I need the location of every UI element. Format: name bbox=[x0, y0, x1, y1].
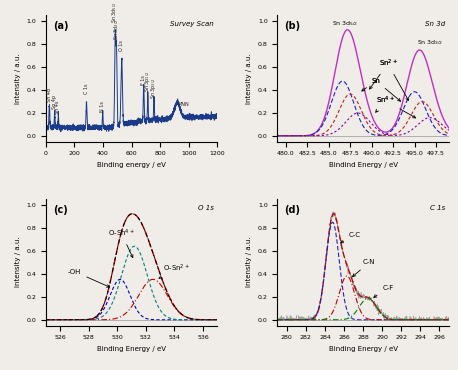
Text: C-N: C-N bbox=[353, 259, 376, 277]
Text: (b): (b) bbox=[284, 21, 300, 31]
X-axis label: Bindind Energy / eV: Bindind Energy / eV bbox=[328, 162, 398, 168]
Text: Sn 3d$_{3/2}$: Sn 3d$_{3/2}$ bbox=[113, 19, 120, 40]
Text: Sn 3p$_{3/2}$: Sn 3p$_{3/2}$ bbox=[150, 78, 158, 99]
X-axis label: Binding energy / eV: Binding energy / eV bbox=[97, 162, 166, 168]
Y-axis label: Intensity / a.u.: Intensity / a.u. bbox=[246, 237, 252, 287]
Text: Sn 3d$_{5/2}$: Sn 3d$_{5/2}$ bbox=[111, 2, 120, 23]
Text: (d): (d) bbox=[284, 205, 300, 215]
Text: Sn 3p$_{1/2}$: Sn 3p$_{1/2}$ bbox=[144, 71, 152, 92]
Text: Sn 3d$_{5/2}$: Sn 3d$_{5/2}$ bbox=[332, 20, 358, 28]
Text: Survey Scan: Survey Scan bbox=[170, 21, 214, 27]
Text: MNN: MNN bbox=[177, 102, 189, 107]
Text: Sn$^{4+}$: Sn$^{4+}$ bbox=[376, 95, 415, 118]
Text: O-Sn$^{2+}$: O-Sn$^{2+}$ bbox=[159, 263, 190, 278]
Text: (c): (c) bbox=[53, 205, 67, 215]
Text: C-F: C-F bbox=[374, 285, 393, 297]
Text: (a): (a) bbox=[53, 21, 68, 31]
Text: Sn$^{4+}$: Sn$^{4+}$ bbox=[376, 95, 395, 112]
Text: C 1s: C 1s bbox=[84, 84, 89, 94]
Y-axis label: Intensity / a.u.: Intensity / a.u. bbox=[15, 237, 21, 287]
Text: C 1s: C 1s bbox=[430, 205, 446, 211]
Text: O 1s: O 1s bbox=[119, 40, 124, 51]
Text: Sn 4d: Sn 4d bbox=[47, 88, 52, 102]
Y-axis label: Intensity / a.u.: Intensity / a.u. bbox=[246, 53, 252, 104]
X-axis label: Binding Energy / eV: Binding Energy / eV bbox=[328, 346, 398, 352]
Text: Sn$^{2+}$: Sn$^{2+}$ bbox=[378, 58, 409, 100]
Text: F 1s: F 1s bbox=[141, 75, 146, 85]
Text: O 1s: O 1s bbox=[198, 205, 214, 211]
Text: Sn 3d$_{3/2}$: Sn 3d$_{3/2}$ bbox=[417, 38, 443, 47]
Text: Sn: Sn bbox=[371, 78, 401, 101]
X-axis label: Binding Energy / eV: Binding Energy / eV bbox=[97, 346, 166, 352]
Text: Sn$^{2+}$: Sn$^{2+}$ bbox=[370, 58, 397, 89]
Text: C-C: C-C bbox=[341, 232, 361, 243]
Text: Sn 4s: Sn 4s bbox=[55, 101, 60, 114]
Y-axis label: Intensity / a.u.: Intensity / a.u. bbox=[15, 53, 21, 104]
Text: Sn 3d: Sn 3d bbox=[425, 21, 446, 27]
Text: N 1s: N 1s bbox=[100, 101, 105, 112]
Text: -OH: -OH bbox=[68, 269, 109, 287]
Text: Sn: Sn bbox=[362, 78, 381, 91]
Text: O-Sn$^{4+}$: O-Sn$^{4+}$ bbox=[108, 228, 135, 258]
Text: Sn 4p: Sn 4p bbox=[52, 95, 57, 110]
